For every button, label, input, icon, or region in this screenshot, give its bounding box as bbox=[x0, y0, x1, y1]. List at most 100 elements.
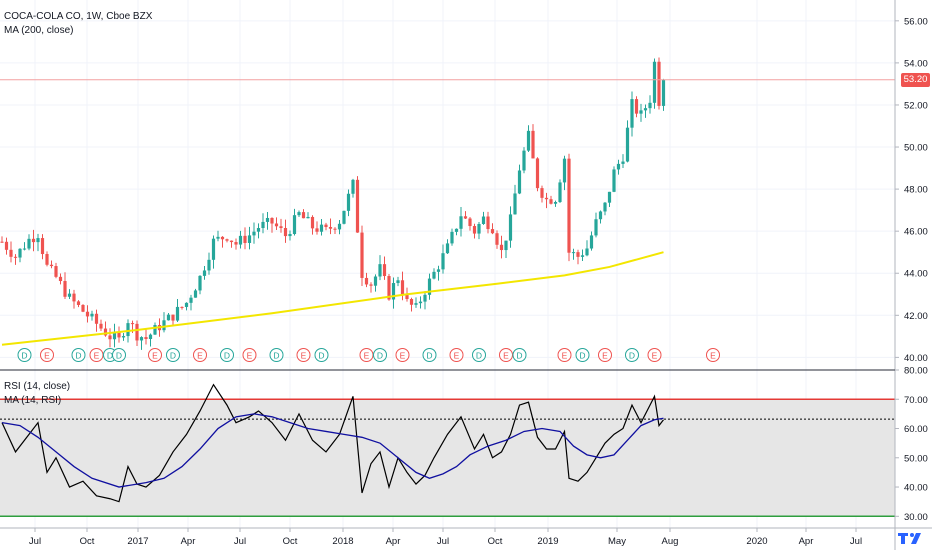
candle-body bbox=[135, 323, 139, 341]
candle-body bbox=[117, 332, 121, 338]
candle-body bbox=[126, 323, 130, 337]
event-marker bbox=[575, 348, 590, 362]
candle-body bbox=[490, 229, 495, 234]
event-marker bbox=[557, 348, 572, 362]
candle-body bbox=[153, 325, 157, 335]
x-tick-label: Jul bbox=[234, 536, 246, 547]
rsi-legend[interactable]: RSI (14, close) bbox=[4, 381, 71, 392]
candle-body bbox=[580, 255, 585, 257]
candle-body bbox=[166, 314, 171, 321]
event-marker-label: E bbox=[152, 350, 158, 360]
event-marker-label: E bbox=[562, 350, 568, 360]
candle-body bbox=[531, 130, 535, 159]
candle-body bbox=[49, 264, 54, 267]
candle-body bbox=[270, 217, 274, 224]
x-tick-label: Apr bbox=[181, 536, 196, 547]
event-marker bbox=[269, 348, 284, 362]
event-marker bbox=[647, 348, 662, 362]
candle-body bbox=[148, 334, 153, 340]
candle-body bbox=[162, 320, 166, 331]
event-marker bbox=[512, 348, 527, 362]
candle-body bbox=[468, 218, 472, 227]
candle-body bbox=[355, 179, 360, 233]
x-tick-label: Oct bbox=[488, 536, 503, 547]
candle-body bbox=[571, 252, 576, 254]
candle-body bbox=[189, 297, 193, 303]
event-marker-label: E bbox=[503, 350, 509, 360]
ma200-line bbox=[1, 251, 664, 346]
candle-body bbox=[373, 276, 378, 286]
candle-body bbox=[112, 332, 117, 340]
candle-body bbox=[261, 221, 265, 229]
ma200-legend[interactable]: MA (200, close) bbox=[4, 25, 74, 36]
candle-body bbox=[247, 235, 252, 243]
candle-body bbox=[549, 199, 553, 204]
price-tick-label: 42.00 bbox=[904, 311, 928, 322]
price-tick-label: 50.00 bbox=[904, 143, 928, 154]
event-marker-label: E bbox=[247, 350, 253, 360]
candle-body bbox=[652, 61, 657, 103]
event-marker bbox=[373, 348, 387, 362]
candle-body bbox=[603, 202, 607, 212]
event-marker bbox=[148, 348, 162, 362]
candle-body bbox=[76, 301, 81, 305]
rsi-ma-legend[interactable]: MA (14, RSI) bbox=[4, 395, 62, 406]
tradingview-logo bbox=[898, 533, 921, 544]
rsi-tick-label: 30.00 bbox=[904, 512, 928, 523]
candle-body bbox=[63, 281, 67, 297]
candle-body bbox=[301, 212, 306, 219]
rsi-tick-label: 70.00 bbox=[904, 395, 928, 406]
price-tick-label: 52.00 bbox=[904, 100, 928, 111]
candle-body bbox=[445, 243, 450, 254]
candle-body bbox=[274, 223, 279, 227]
candle-body bbox=[459, 216, 463, 229]
candle-body bbox=[180, 306, 184, 308]
candle-body bbox=[643, 108, 648, 111]
rsi-tick-label: 80.00 bbox=[904, 366, 928, 377]
candle-body bbox=[508, 214, 513, 241]
event-marker bbox=[296, 348, 311, 362]
candle-body bbox=[477, 223, 481, 234]
candle-body bbox=[45, 254, 49, 265]
candle-body bbox=[540, 188, 544, 198]
candle-body bbox=[612, 169, 616, 192]
candle-body bbox=[562, 158, 567, 183]
event-marker bbox=[472, 348, 486, 362]
event-marker-label: D bbox=[75, 350, 81, 360]
event-marker bbox=[17, 348, 32, 362]
x-tick-label: 2017 bbox=[127, 536, 148, 547]
candle-body bbox=[292, 215, 297, 235]
candle-body bbox=[265, 217, 270, 222]
symbol-legend[interactable]: COCA-COLA CO, 1W, Cboe BZX bbox=[4, 11, 153, 22]
candle-body bbox=[9, 249, 13, 257]
candle-body bbox=[450, 231, 454, 244]
event-marker bbox=[449, 348, 464, 362]
event-marker-label: D bbox=[377, 350, 383, 360]
candle-body bbox=[328, 227, 333, 229]
candle-body bbox=[220, 236, 225, 240]
candle-body bbox=[405, 294, 409, 300]
rsi-line bbox=[1, 383, 664, 503]
candle-body bbox=[360, 232, 364, 278]
event-marker-label: D bbox=[579, 350, 585, 360]
candle-body bbox=[0, 241, 4, 243]
event-marker bbox=[40, 348, 54, 362]
candle-body bbox=[310, 216, 315, 229]
event-marker bbox=[706, 348, 720, 362]
candle-body bbox=[441, 253, 445, 270]
candle-body bbox=[40, 238, 45, 255]
event-marker bbox=[242, 348, 257, 362]
event-marker-label: E bbox=[454, 350, 460, 360]
candle-body bbox=[630, 99, 634, 128]
candle-body bbox=[99, 323, 103, 329]
candle-body bbox=[193, 290, 198, 298]
candle-body bbox=[144, 337, 148, 340]
x-tick-label: May bbox=[608, 536, 626, 547]
candle-body bbox=[27, 238, 31, 249]
candle-body bbox=[625, 127, 630, 162]
candle-body bbox=[315, 228, 319, 232]
event-marker-label: D bbox=[318, 350, 324, 360]
x-tick-label: 2020 bbox=[746, 536, 767, 547]
candle-body bbox=[346, 193, 351, 211]
